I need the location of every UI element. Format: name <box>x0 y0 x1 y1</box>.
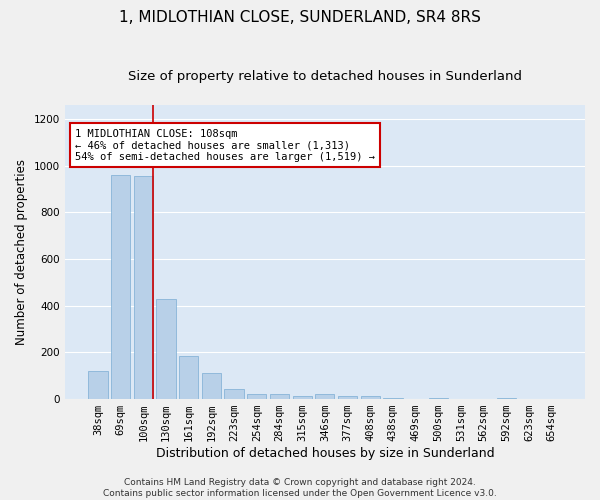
Bar <box>293 396 312 399</box>
Bar <box>202 374 221 399</box>
Bar <box>361 396 380 399</box>
Bar <box>134 176 153 399</box>
Bar <box>88 371 107 399</box>
Text: 1 MIDLOTHIAN CLOSE: 108sqm
← 46% of detached houses are smaller (1,313)
54% of s: 1 MIDLOTHIAN CLOSE: 108sqm ← 46% of deta… <box>75 128 375 162</box>
Bar <box>338 396 357 399</box>
Text: Contains HM Land Registry data © Crown copyright and database right 2024.
Contai: Contains HM Land Registry data © Crown c… <box>103 478 497 498</box>
Bar <box>383 398 403 399</box>
Bar <box>428 398 448 399</box>
Bar <box>270 394 289 399</box>
X-axis label: Distribution of detached houses by size in Sunderland: Distribution of detached houses by size … <box>155 447 494 460</box>
Bar <box>111 175 130 399</box>
Bar <box>224 388 244 399</box>
Title: Size of property relative to detached houses in Sunderland: Size of property relative to detached ho… <box>128 70 522 83</box>
Y-axis label: Number of detached properties: Number of detached properties <box>15 159 28 345</box>
Bar <box>497 398 516 399</box>
Bar <box>157 298 176 399</box>
Text: 1, MIDLOTHIAN CLOSE, SUNDERLAND, SR4 8RS: 1, MIDLOTHIAN CLOSE, SUNDERLAND, SR4 8RS <box>119 10 481 25</box>
Bar <box>179 356 199 399</box>
Bar <box>315 394 334 399</box>
Bar <box>247 394 266 399</box>
